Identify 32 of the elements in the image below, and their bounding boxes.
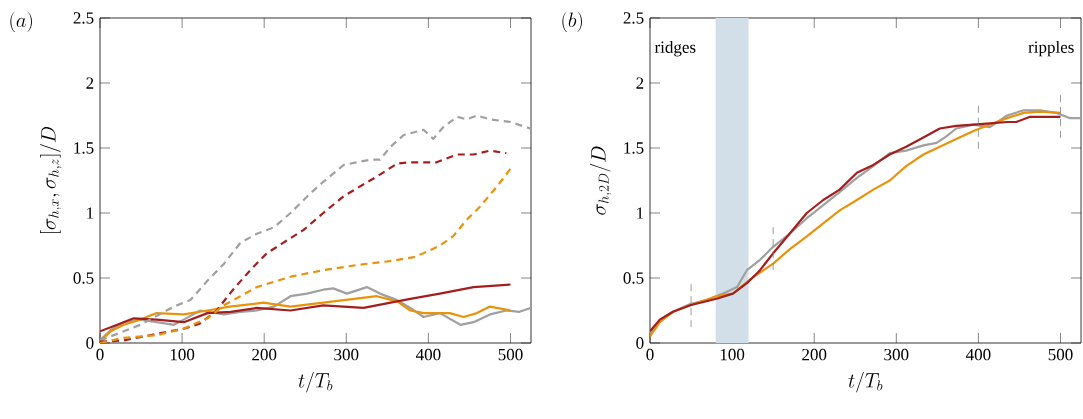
y-tick-label: 2.5 bbox=[623, 12, 644, 24]
x-tick-label: 300 bbox=[884, 348, 909, 361]
x-tick-label: 100 bbox=[170, 348, 195, 361]
x-tick-label: 100 bbox=[720, 348, 745, 361]
x-tick-label: 0 bbox=[96, 348, 104, 361]
x-tick-label: 400 bbox=[415, 348, 441, 361]
y-tick-label: 0 bbox=[86, 337, 94, 349]
y-tick-label: 1.5 bbox=[624, 142, 644, 154]
annotation: ridges bbox=[654, 40, 696, 57]
annotation: ripples bbox=[1028, 40, 1074, 57]
y-tick-label: 1 bbox=[637, 207, 644, 219]
x-tick-label: 0 bbox=[646, 348, 654, 361]
y-tick-label: 2.5 bbox=[73, 12, 94, 24]
x-axis-title: $t/T_b$ bbox=[848, 371, 883, 393]
x-tick-label: 300 bbox=[334, 348, 359, 361]
chart-title: $(a)$ bbox=[10, 11, 32, 33]
x-tick-label: 400 bbox=[965, 348, 991, 361]
y-tick-label: 0.5 bbox=[73, 272, 94, 284]
y-tick-label: 2 bbox=[636, 77, 644, 89]
y-tick-label: 1 bbox=[87, 207, 94, 219]
y-axis-title: $\sigma_{h,2D}/D$ bbox=[590, 146, 612, 215]
chart-title: $(b)$ bbox=[562, 11, 582, 33]
y-axis-title: $[\sigma_{h,x},\sigma_{h,z}]/D$ bbox=[40, 126, 62, 233]
y-tick-label: 2 bbox=[86, 77, 94, 89]
x-tick-label: 200 bbox=[802, 348, 827, 361]
y-tick-label: 1.5 bbox=[74, 142, 94, 154]
x-tick-label: 200 bbox=[252, 348, 277, 361]
x-tick-label: 500 bbox=[1048, 348, 1073, 361]
y-tick-label: 0.5 bbox=[623, 272, 644, 284]
x-tick-label: 500 bbox=[498, 348, 523, 361]
x-axis-title: $t/T_b$ bbox=[298, 371, 333, 393]
y-tick-label: 0 bbox=[636, 337, 644, 349]
